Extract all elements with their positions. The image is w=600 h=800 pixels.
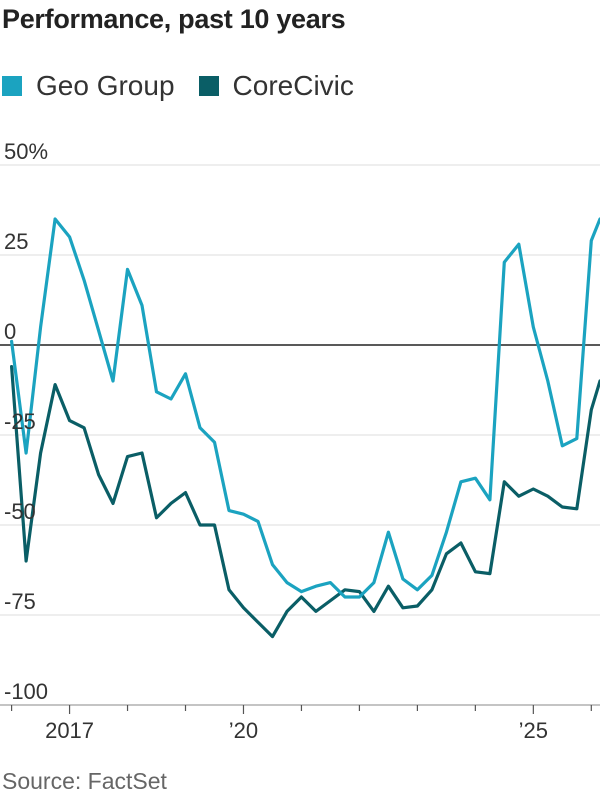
x-tick-label: 2017 [45, 718, 94, 743]
x-axis [10, 705, 592, 714]
y-tick-label: 25 [4, 229, 28, 254]
series-line-corecivic [10, 365, 600, 639]
chart-title: Performance, past 10 years [2, 4, 346, 34]
tick-labels: 50% 25 0 -25 -50 -75 -100 2017 ’20 ’25 [4, 139, 548, 743]
y-tick-label: 50% [4, 139, 48, 164]
y-tick-label: -25 [4, 409, 36, 434]
chart-legend: Geo Group CoreCivic [2, 70, 378, 102]
legend-swatch-corecivic [198, 76, 219, 96]
x-tick-label: ’20 [229, 718, 258, 743]
y-tick-label: -50 [4, 499, 36, 524]
legend-label-corecivic: CoreCivic [232, 70, 354, 101]
y-tick-label: 0 [4, 319, 16, 344]
source-note: Source: FactSet [2, 768, 167, 794]
legend-item-geo-group: Geo Group [2, 70, 175, 102]
series-layer [10, 217, 600, 639]
y-tick-label: -100 [4, 679, 48, 704]
x-tick-label: ’25 [519, 718, 548, 743]
line-chart: 50% 25 0 -25 -50 -75 -100 2017 ’20 ’25 [0, 139, 600, 743]
legend-label-geo-group: Geo Group [36, 70, 175, 101]
y-tick-label: -75 [4, 589, 36, 614]
legend-item-corecivic: CoreCivic [198, 70, 354, 102]
series-line-geo-group [10, 217, 600, 599]
legend-swatch-geo-group [2, 76, 22, 96]
grid-layer [0, 164, 600, 706]
